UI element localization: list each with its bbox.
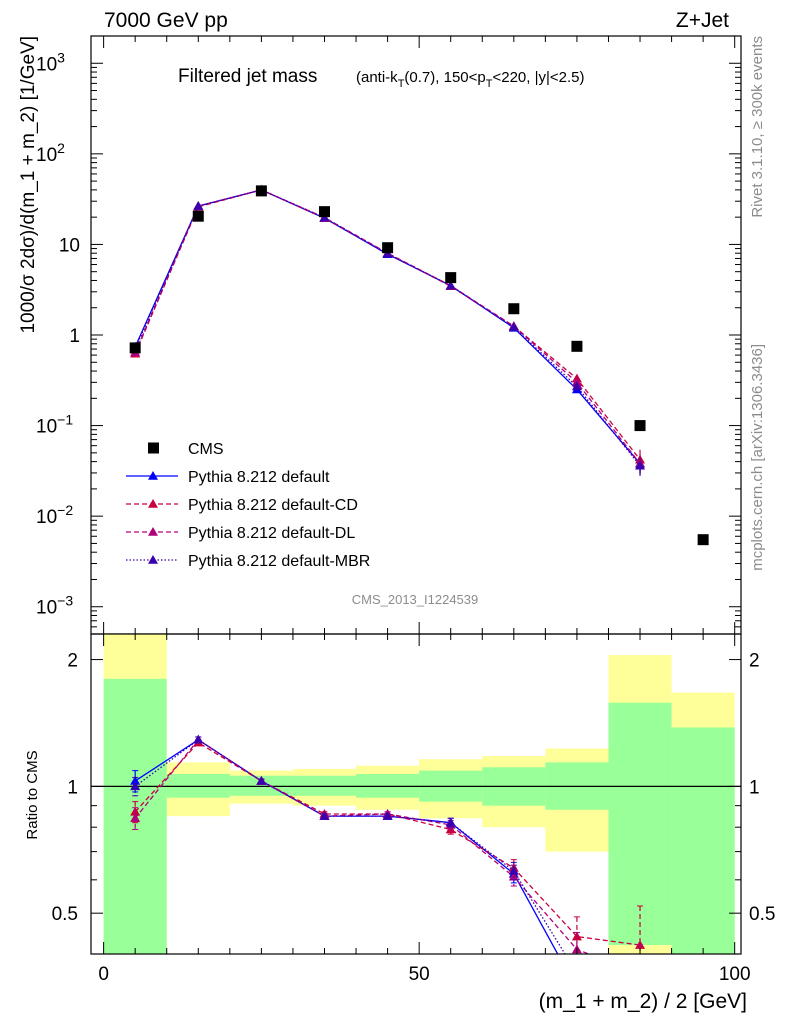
ratio-series-marker	[635, 968, 645, 977]
main-series-marker	[508, 322, 519, 331]
ratio-series-marker	[508, 871, 519, 881]
ratio-series-marker	[130, 775, 141, 785]
cms-data-point	[571, 340, 583, 352]
uncertainty-band-green	[292, 775, 357, 796]
ratio-y-axis-title: Ratio to CMS	[24, 750, 41, 839]
plot-title: Filtered jet mass	[178, 66, 317, 87]
y-tick-label: 10−2	[36, 502, 73, 528]
y-tick-label: 102	[36, 140, 65, 166]
cms-data-point	[255, 185, 267, 197]
ratio-panel: 0.5 0.5 1 1 2 2 0 50 100	[52, 633, 775, 1023]
legend-marker	[148, 527, 158, 536]
main-series-line	[134, 189, 641, 467]
cms-data-point	[634, 420, 646, 432]
ratio-series-line	[134, 738, 566, 954]
ratio-y-tick-label-right: 2	[749, 651, 760, 672]
main-series-line	[134, 189, 641, 465]
ratio-series-marker	[130, 813, 141, 823]
y-tick-label: 103	[36, 49, 65, 75]
y-tick-label: 10−1	[36, 412, 73, 438]
uncertainty-band-green	[229, 775, 293, 796]
uncertainty-band-green	[608, 702, 672, 946]
energy-label: 7000 GeV pp	[104, 9, 228, 32]
cms-data-point	[382, 242, 394, 254]
uncertainty-band-green	[671, 727, 735, 954]
main-series-line	[134, 189, 641, 465]
legend-label: CMS	[188, 441, 224, 458]
x-tick-label: 0	[98, 964, 109, 985]
mcplots-label: mcplots.cern.ch [arXiv:1306.3436]	[749, 344, 766, 571]
ratio-y-tick-label-left: 2	[67, 651, 78, 672]
process-label: Z+Jet	[676, 9, 729, 32]
cut-text: (anti-kT(0.7), 150<pT<220, |y|<2.5)	[356, 69, 585, 90]
main-series-marker	[445, 280, 456, 290]
cms-data-point	[318, 206, 330, 218]
ratio-series-marker	[635, 1014, 645, 1023]
ratio-series-marker	[382, 811, 393, 820]
main-series-marker	[571, 381, 582, 391]
cms-data-point	[192, 210, 204, 222]
cms-data-point	[129, 342, 141, 354]
main-series-marker	[193, 201, 204, 210]
legend-label: Pythia 8.212 default	[188, 469, 330, 486]
cms-data-point	[445, 272, 457, 284]
legend-label: Pythia 8.212 default-CD	[188, 497, 358, 514]
y-tick-label: 10−3	[36, 593, 73, 619]
analysis-label: CMS_2013_I1224539	[352, 592, 479, 607]
ratio-series-marker	[256, 775, 267, 785]
x-tick-label: 50	[409, 964, 430, 985]
legend-marker	[148, 499, 158, 508]
legend-marker	[148, 555, 158, 564]
legend-label: Pythia 8.212 default-MBR	[188, 553, 370, 570]
main-series-line	[134, 189, 641, 461]
x-axis-title: (m_1 + m_2) / 2 [GeV]	[539, 990, 747, 1013]
ratio-y-tick-label-left: 0.5	[52, 904, 78, 925]
ratio-series-marker	[572, 968, 582, 977]
legend: CMS Pythia 8.212 default Pythia 8.212 defa…	[126, 441, 370, 570]
ratio-series-marker	[319, 811, 330, 820]
ratio-y-tick-label-left: 1	[67, 777, 78, 798]
y-tick-label: 10	[59, 235, 80, 256]
cms-data-point	[697, 534, 709, 546]
ratio-y-tick-label-right: 1	[749, 777, 760, 798]
legend-marker	[148, 442, 159, 454]
y-tick-label: 1	[69, 326, 80, 347]
x-tick-label: 100	[719, 964, 751, 985]
legend-label: Pythia 8.212 default-DL	[188, 525, 355, 542]
ratio-y-tick-label-right: 0.5	[749, 904, 775, 925]
ratio-series-marker	[445, 817, 456, 827]
ratio-series-marker	[193, 734, 204, 744]
main-y-axis-title: 1000/σ 2dσ)/d(m_1 + m_2) [1/GeV]	[18, 36, 39, 334]
ratio-series-marker	[635, 940, 646, 949]
main-frame	[90, 35, 742, 635]
legend-marker	[148, 471, 158, 480]
ratio-series-marker	[130, 781, 141, 791]
ratio-series-line	[134, 738, 591, 954]
main-series-marker	[635, 460, 646, 470]
ratio-frame	[90, 633, 742, 955]
rivet-label: Rivet 3.1.10, ≥ 300k events	[749, 36, 766, 218]
ratio-series-marker	[508, 865, 519, 875]
cms-data-point	[508, 303, 520, 315]
